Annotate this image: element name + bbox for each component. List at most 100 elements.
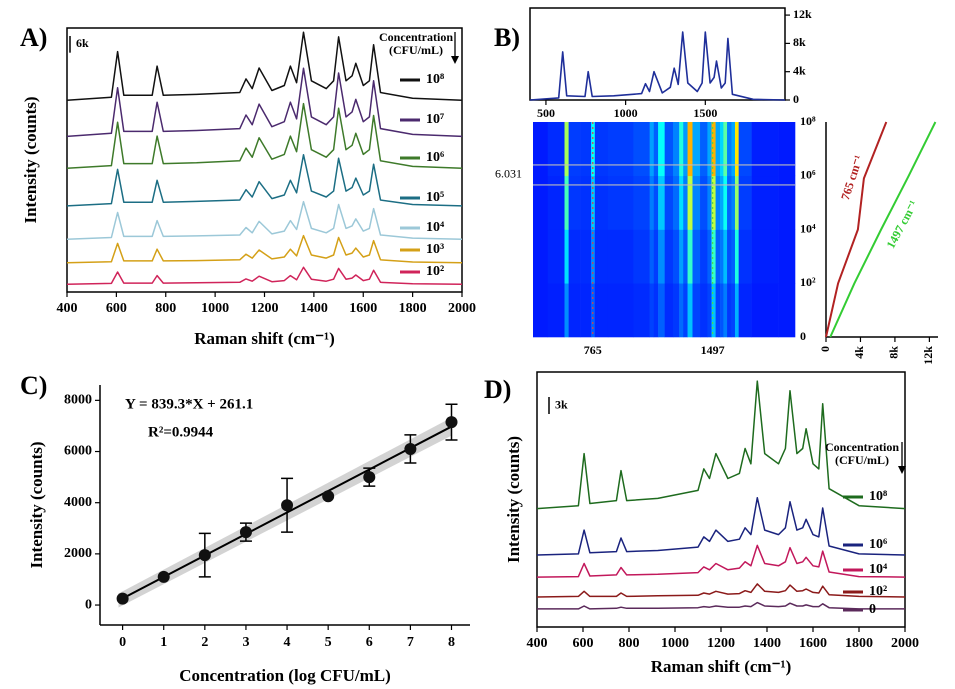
x-tick-label: 4: [284, 635, 291, 650]
legend-label: 10⁴: [426, 220, 445, 235]
spectrum-line: [66, 102, 463, 170]
calibration-line: [829, 121, 937, 338]
heatmap-cell: [778, 122, 796, 177]
spectrum-line: [536, 583, 906, 598]
x-tick-label: 1200: [707, 636, 735, 651]
x-tick-label: 800: [155, 301, 176, 316]
heatmap-cell: [564, 283, 569, 338]
r-squared: R²=0.9944: [148, 424, 214, 440]
heatmap-cell: [720, 229, 724, 284]
legend-label: 10²: [426, 264, 444, 279]
legend-label: 10³: [426, 242, 444, 257]
heatmap-cell: [692, 122, 701, 177]
heatmap-cell: [594, 175, 609, 230]
heatmap-cell: [731, 122, 736, 177]
y-axis-label: Intensity (counts): [504, 436, 523, 563]
y-tick-label: 10²: [800, 275, 816, 289]
heatmap-cell: [715, 229, 721, 284]
heatmap-cell: [683, 229, 688, 284]
x-tick-label: 3: [242, 635, 249, 650]
legend-label: 10⁴: [869, 562, 888, 577]
legend-title: (CFU/mL): [389, 43, 443, 57]
heatmap-cell: [580, 283, 592, 338]
heatmap-cell: [738, 283, 752, 338]
heatmap-cell: [649, 229, 655, 284]
x-axis-label: Raman shift (cm⁻¹): [651, 657, 792, 676]
legend-label: 10⁷: [426, 112, 444, 127]
x-tick-label: 6: [366, 635, 373, 650]
heatmap-cell: [607, 175, 634, 230]
heatmap-cell: [673, 175, 680, 230]
spectrum-line: [536, 380, 906, 510]
x-tick-label: 1600: [349, 301, 377, 316]
heatmap-cell: [673, 229, 680, 284]
scale-bar-label: 3k: [555, 397, 568, 411]
heatmap-cell: [547, 283, 565, 338]
heatmap-cell: [727, 229, 732, 284]
heatmap-cell: [738, 122, 752, 177]
heatmap-cell: [633, 122, 650, 177]
heatmap-cell: [591, 229, 596, 284]
x-tick-label: 1800: [845, 636, 873, 651]
y-tick-label: 4k: [793, 63, 806, 77]
heatmap-cell: [568, 283, 581, 338]
spectrum-line: [66, 31, 463, 102]
y-tick-label: 4000: [64, 495, 92, 510]
y-tick-label: 8k: [793, 35, 806, 49]
heatmap-cell: [594, 229, 609, 284]
heatmap-cell: [683, 283, 688, 338]
spectrum-line: [529, 31, 786, 101]
heatmap-cell: [591, 122, 596, 177]
x-tick-label: 1200: [251, 301, 279, 316]
heatmap-cell: [751, 229, 779, 284]
spectrum-line: [66, 266, 463, 285]
heatmap-cell: [580, 122, 592, 177]
legend-label: 10⁶: [426, 150, 444, 165]
x-tick-label: 1000: [661, 636, 689, 651]
data-point: [322, 490, 335, 503]
heatmap-cell: [679, 175, 684, 230]
heatmap-cell: [658, 175, 665, 230]
heatmap-cell: [533, 175, 549, 230]
y-tick-label: 10⁶: [800, 168, 816, 182]
heatmap-cell: [679, 229, 684, 284]
panel-label: A): [20, 23, 47, 52]
data-point: [157, 570, 170, 583]
heatmap-cell: [723, 122, 728, 177]
data-point: [281, 499, 294, 512]
y-axis-label: Intensity (counts): [21, 96, 40, 223]
y-tick-label: 0: [793, 92, 799, 106]
heatmap-cell: [687, 175, 693, 230]
panel-label: D): [484, 375, 511, 404]
y-tick-label: 0: [85, 597, 92, 612]
spectrum-line: [66, 234, 463, 264]
heatmap-cell: [580, 229, 592, 284]
legend-label: 10²: [869, 584, 887, 599]
heatmap-cell: [723, 283, 728, 338]
panel-label: B): [494, 23, 520, 52]
legend-arrowhead: [898, 466, 906, 474]
heatmap-cell: [568, 175, 581, 230]
spectrum-line: [536, 497, 906, 556]
data-point: [116, 592, 129, 605]
spectrum-line: [536, 544, 906, 578]
heatmap-cell: [692, 229, 701, 284]
calibration-line: [825, 121, 888, 338]
x-tick-label: 1497: [701, 343, 725, 357]
marker-label: 6.031: [495, 167, 522, 181]
heatmap-cell: [568, 122, 581, 177]
legend-label: 10⁸: [869, 489, 887, 504]
legend-label: 0: [869, 602, 876, 617]
heatmap-cell: [533, 229, 549, 284]
heatmap-cell: [649, 283, 655, 338]
legend-arrowhead: [451, 56, 459, 64]
heatmap-cell: [687, 229, 693, 284]
heatmap-cell: [687, 122, 693, 177]
spectrum-line: [66, 67, 463, 138]
heatmap-cell: [720, 283, 724, 338]
heatmap-cell: [649, 122, 655, 177]
y-tick-label: 10⁸: [800, 114, 816, 128]
heatmap-cell: [751, 283, 779, 338]
heatmap-cell: [723, 175, 728, 230]
